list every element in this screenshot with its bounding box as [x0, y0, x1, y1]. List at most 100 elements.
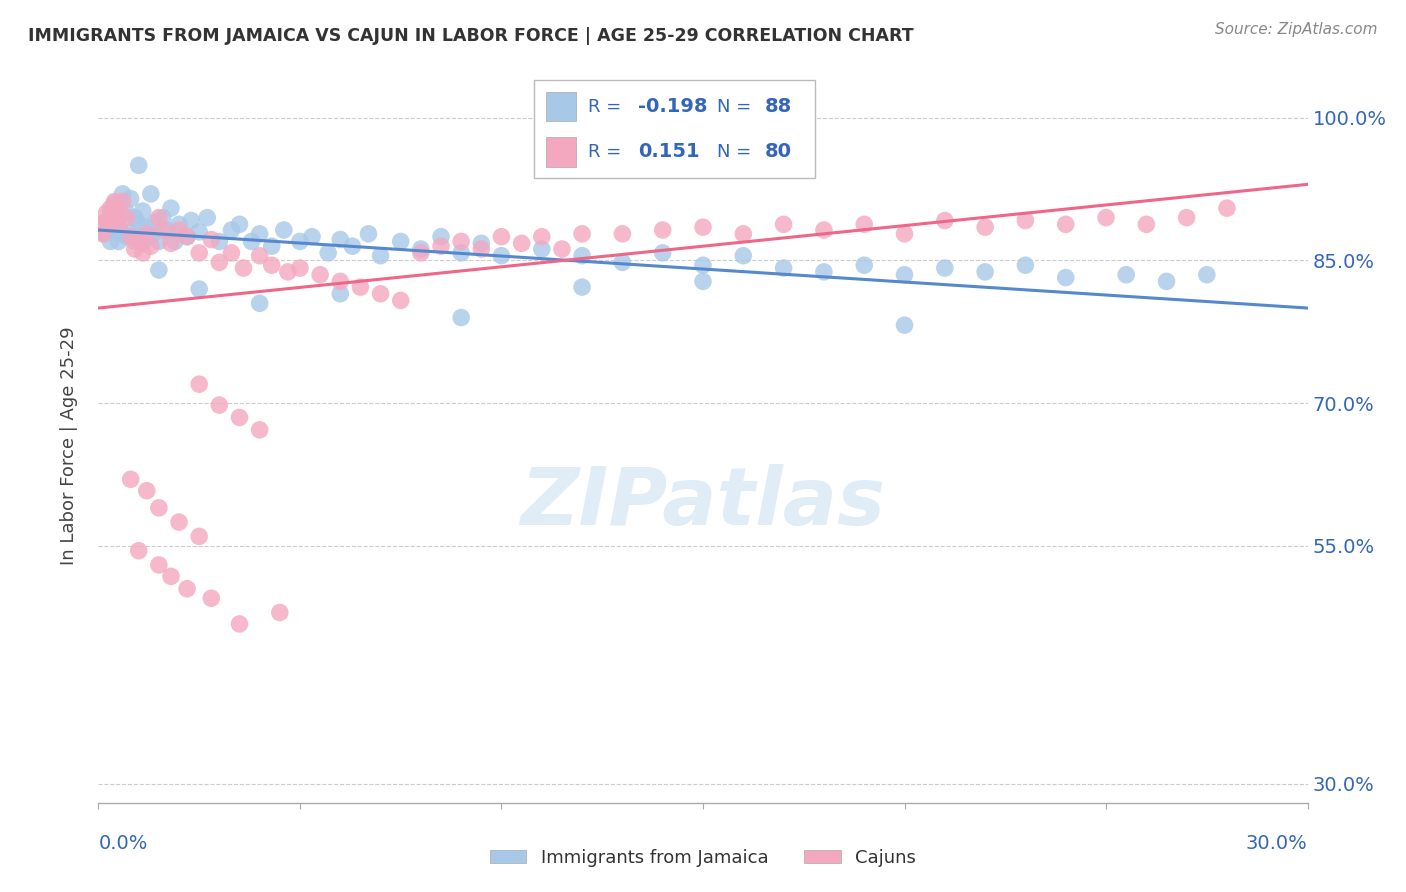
Point [612, 255, 634, 269]
Point [107, 223, 129, 237]
Point [180, 213, 202, 227]
Point [329, 233, 352, 247]
Point [893, 227, 915, 241]
Point [1216, 201, 1239, 215]
Point [329, 274, 352, 288]
Point [100, 201, 122, 215]
Point [692, 220, 714, 235]
Point [692, 258, 714, 272]
Point [167, 223, 190, 237]
Point [349, 280, 371, 294]
Text: IMMIGRANTS FROM JAMAICA VS CAJUN IN LABOR FORCE | AGE 25-29 CORRELATION CHART: IMMIGRANTS FROM JAMAICA VS CAJUN IN LABO… [28, 27, 914, 45]
Point [934, 213, 956, 227]
Point [120, 225, 142, 239]
Point [115, 206, 138, 220]
Point [974, 265, 997, 279]
Point [91, 227, 114, 241]
Text: N =: N = [717, 143, 756, 161]
Point [160, 201, 183, 215]
Point [200, 591, 222, 606]
Point [135, 483, 157, 498]
Point [409, 242, 432, 256]
Point [176, 229, 198, 244]
Point [111, 227, 134, 241]
Point [93, 215, 115, 229]
Point [139, 186, 162, 201]
Point [107, 235, 129, 249]
Point [1095, 211, 1118, 225]
Point [530, 229, 553, 244]
Point [853, 217, 876, 231]
Point [188, 529, 211, 543]
Point [91, 223, 114, 237]
Point [288, 235, 311, 249]
Point [103, 220, 125, 235]
Point [120, 229, 142, 244]
Text: ZIPatlas: ZIPatlas [520, 464, 886, 542]
Point [103, 196, 125, 211]
Point [89, 220, 111, 235]
Point [176, 582, 198, 596]
Text: 0.151: 0.151 [638, 143, 700, 161]
Point [128, 543, 150, 558]
Point [135, 227, 157, 241]
Point [530, 242, 553, 256]
Point [249, 296, 271, 310]
Point [188, 377, 211, 392]
Point [221, 245, 243, 260]
Point [357, 227, 380, 241]
Point [430, 229, 453, 244]
Point [1195, 268, 1218, 282]
Point [167, 515, 190, 529]
Point [612, 227, 634, 241]
Point [269, 606, 291, 620]
Point [93, 227, 115, 241]
Point [188, 282, 211, 296]
Point [370, 286, 392, 301]
Point [91, 225, 114, 239]
Point [491, 249, 513, 263]
Point [208, 398, 231, 412]
Point [853, 258, 876, 272]
Point [934, 261, 956, 276]
Point [107, 217, 129, 231]
Point [273, 223, 295, 237]
Text: 0.0%: 0.0% [98, 834, 148, 853]
Legend: Immigrants from Jamaica, Cajuns: Immigrants from Jamaica, Cajuns [482, 842, 924, 874]
Text: 30.0%: 30.0% [1246, 834, 1308, 853]
Text: 88: 88 [765, 97, 792, 116]
Point [370, 249, 392, 263]
Point [249, 227, 271, 241]
Point [152, 211, 174, 225]
Point [128, 158, 150, 172]
Point [115, 229, 138, 244]
Point [389, 293, 412, 308]
Point [430, 239, 453, 253]
Point [571, 280, 593, 294]
Point [893, 268, 915, 282]
Point [96, 215, 118, 229]
Point [101, 211, 124, 225]
Point [107, 204, 129, 219]
Point [1014, 258, 1036, 272]
Point [120, 192, 142, 206]
Point [1014, 213, 1036, 227]
Text: 80: 80 [765, 143, 792, 161]
Point [893, 318, 915, 333]
Point [135, 220, 157, 235]
Point [249, 249, 271, 263]
Point [288, 261, 311, 276]
Point [195, 211, 218, 225]
Point [450, 310, 472, 325]
Point [249, 423, 271, 437]
Point [651, 223, 673, 237]
Point [1156, 274, 1178, 288]
Point [100, 217, 122, 231]
Point [100, 206, 122, 220]
Point [228, 410, 250, 425]
Point [228, 616, 250, 631]
Point [132, 204, 155, 219]
Point [651, 245, 673, 260]
Point [148, 235, 170, 249]
Point [132, 245, 155, 260]
